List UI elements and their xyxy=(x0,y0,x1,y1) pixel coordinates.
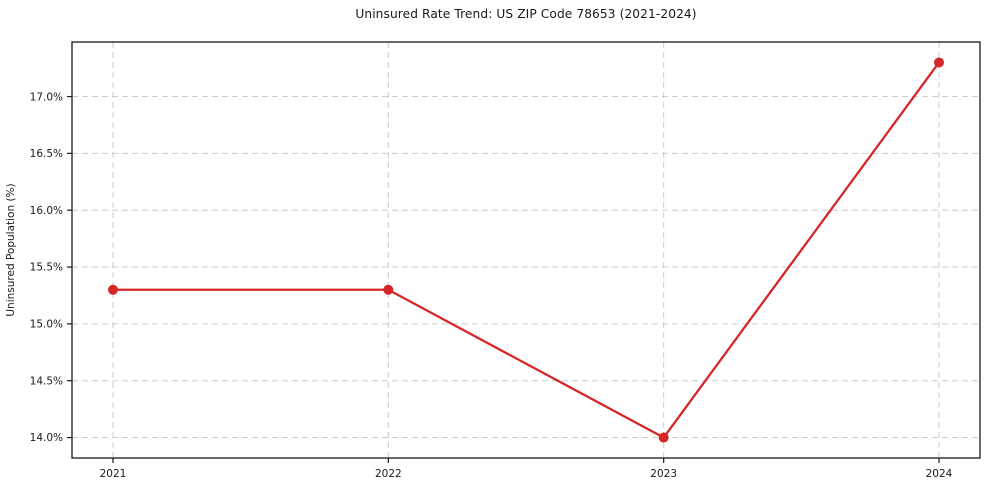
x-tick-label: 2022 xyxy=(375,468,402,480)
data-point xyxy=(934,57,944,68)
chart-title: Uninsured Rate Trend: US ZIP Code 78653 … xyxy=(355,7,697,21)
y-tick-label: 16.0% xyxy=(30,205,63,217)
y-tick-label: 16.5% xyxy=(30,148,63,160)
y-tick-label: 15.5% xyxy=(30,262,63,274)
data-point xyxy=(383,284,394,295)
data-line xyxy=(111,61,941,439)
data-point xyxy=(658,432,669,443)
plot-border xyxy=(71,41,981,459)
y-axis-label: Uninsured Population (%) xyxy=(5,183,17,316)
y-tick-label: 15.0% xyxy=(30,319,63,331)
y-tick-label: 14.0% xyxy=(30,432,63,444)
data-point xyxy=(108,284,118,295)
x-tick-label: 2024 xyxy=(926,468,953,480)
x-tick-label: 2023 xyxy=(650,468,677,480)
y-tick-label: 17.0% xyxy=(30,91,63,103)
y-tick-label: 14.5% xyxy=(30,375,63,387)
x-tick-label: 2021 xyxy=(100,468,127,480)
